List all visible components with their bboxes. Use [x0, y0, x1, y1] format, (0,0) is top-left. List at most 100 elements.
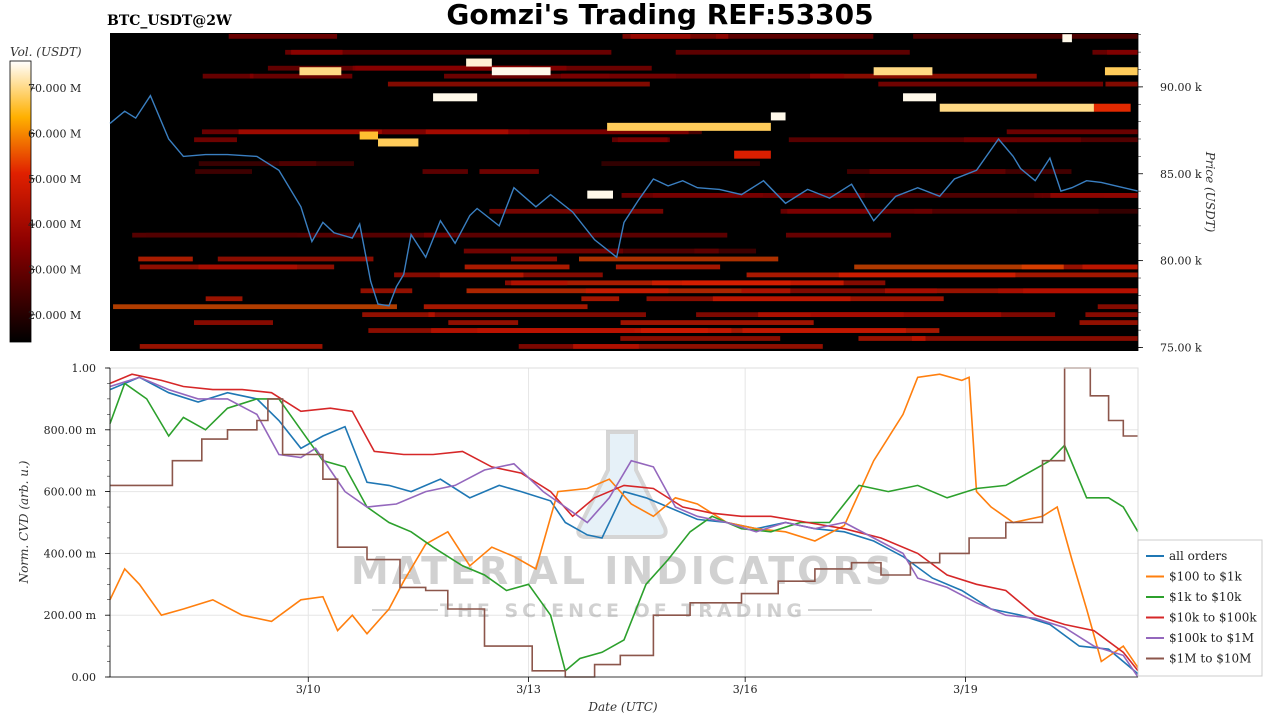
heatmap-cell — [198, 161, 354, 166]
cvd-y-tick-label: 800.00 m — [44, 424, 97, 437]
heatmap-cell — [285, 49, 612, 55]
heatmap-cell — [787, 208, 870, 214]
heatmap-cell — [854, 264, 1064, 270]
heatmap-cell — [652, 280, 844, 286]
heatmap-cell — [1085, 312, 1138, 318]
heatmap-cell — [202, 73, 254, 79]
liquidity-level — [466, 58, 492, 67]
legend-entry-label: $100k to $1M — [1169, 631, 1254, 645]
heatmap-cell — [785, 232, 892, 238]
liquidity-level — [734, 150, 771, 159]
legend-entry-label: $10k to $100k — [1169, 611, 1257, 625]
heatmap-cell — [1006, 129, 1138, 135]
heatmap-cell — [138, 256, 193, 262]
heatmap-cell — [611, 137, 668, 143]
heatmap-cell — [741, 288, 937, 294]
heatmap-cell — [621, 193, 865, 198]
heatmap-panel — [110, 33, 1138, 351]
liquidity-level — [359, 131, 379, 140]
heatmap-cell — [198, 264, 298, 270]
heatmap-cell — [249, 73, 353, 79]
heatmap-cell — [489, 208, 664, 214]
cvd-series-line — [109, 376, 1139, 678]
heatmap-cell — [1017, 208, 1138, 214]
cvd-y-ticks: 0.00 200.00 m 400.00 m 600.00 m 800.00 m 1.00 — [44, 362, 111, 684]
heatmap-cell — [1105, 81, 1138, 87]
heatmap-cell — [620, 320, 814, 325]
heatmap-cell — [360, 288, 413, 294]
heatmap-liquidity-levels — [299, 34, 1138, 199]
heatmap-cell — [573, 344, 823, 349]
price-tick-label: 85.00 k — [1160, 168, 1202, 181]
cvd-y-axis-label: Norm. CVD (arb. u.) — [17, 460, 31, 584]
legend-entry-label: $1M to $10M — [1169, 652, 1251, 666]
cvd-series-line — [109, 373, 1139, 672]
cvd-y-tick-label: 600.00 m — [44, 486, 97, 499]
heatmap-cell — [694, 248, 757, 254]
heatmap-cell — [448, 320, 519, 325]
heatmap-cell — [1097, 304, 1138, 310]
heatmap-cell — [810, 312, 1056, 318]
heatmap-cell — [561, 73, 676, 79]
heatmap-cell — [1050, 193, 1138, 198]
heatmap-cell — [146, 232, 298, 238]
cvd-y-tick-label: 200.00 m — [44, 609, 97, 622]
heatmap-cell — [479, 129, 689, 135]
heatmap-cell — [139, 344, 323, 349]
liquidity-level — [939, 103, 1094, 112]
heatmap-cell — [963, 137, 1138, 143]
legend-entry-label: $100 to $1k — [1169, 570, 1242, 584]
colorbar-tick-label: 70.000 M — [28, 82, 81, 95]
heatmap-cell — [620, 336, 781, 341]
heatmap-cell — [561, 73, 845, 79]
heatmap-cell — [858, 336, 926, 341]
heatmap-cell — [847, 169, 1072, 174]
heatmap-cell — [810, 73, 1037, 79]
heatmap-cell — [510, 256, 558, 262]
cvd-y-tick-label: 1.00 — [72, 362, 97, 375]
colorbar-tick-label: 20.000 M — [28, 309, 81, 322]
liquidity-level — [587, 190, 613, 199]
heatmap-cell — [217, 256, 374, 262]
heatmap-cell — [195, 169, 252, 174]
cvd-y-tick-label: 0.00 — [72, 671, 97, 684]
price-axis-label: Price (USDT) — [1203, 151, 1217, 233]
heatmap-cell — [762, 193, 1044, 198]
heatmap-cell — [352, 65, 567, 71]
heatmap-cell — [362, 312, 435, 318]
heatmap-cell — [878, 81, 1104, 87]
cvd-series-line — [109, 373, 1139, 669]
liquidity-level — [1062, 34, 1072, 43]
heatmap-cell — [444, 73, 610, 79]
price-line — [109, 94, 1139, 307]
heatmap-cell — [581, 296, 620, 302]
liquidity-level — [299, 67, 342, 76]
colorbar — [9, 60, 32, 343]
price-tick-label: 75.00 k — [1160, 342, 1202, 355]
heatmap-cell — [712, 296, 944, 302]
legend-entry-label: $1k to $10k — [1169, 590, 1242, 604]
heatmap-cell — [615, 264, 721, 270]
liquidity-level — [1093, 103, 1131, 112]
cvd-series-line — [109, 376, 1139, 675]
heatmap-cell — [715, 34, 874, 39]
heatmap-cell — [911, 336, 1138, 341]
cvd-y-tick-label: 400.00 m — [44, 547, 97, 560]
heatmap-cell — [368, 328, 635, 333]
liquidity-level — [491, 67, 551, 76]
symbol-label: BTC_USDT@2W — [107, 13, 232, 29]
heatmap-cell — [423, 232, 728, 238]
heatmap-cell — [422, 169, 468, 174]
heatmap-cell — [1082, 264, 1138, 270]
cvd-x-ticks: 3/10 3/13 3/16 3/19 — [110, 676, 1138, 696]
heatmap-cell — [601, 161, 760, 166]
heatmap-cell — [742, 328, 906, 333]
heatmap-cell — [387, 81, 650, 87]
heatmap-cell — [423, 304, 588, 310]
cvd-x-tick-label: 3/10 — [296, 683, 321, 696]
heatmap-cell — [585, 288, 669, 294]
price-axis-ticks: 90.00 k 85.00 k 80.00 k 75.00 k — [1137, 33, 1202, 355]
cvd-x-axis-label: Date (UTC) — [587, 700, 657, 714]
heatmap-cell — [428, 312, 646, 318]
heatmap-cell — [838, 272, 1138, 278]
